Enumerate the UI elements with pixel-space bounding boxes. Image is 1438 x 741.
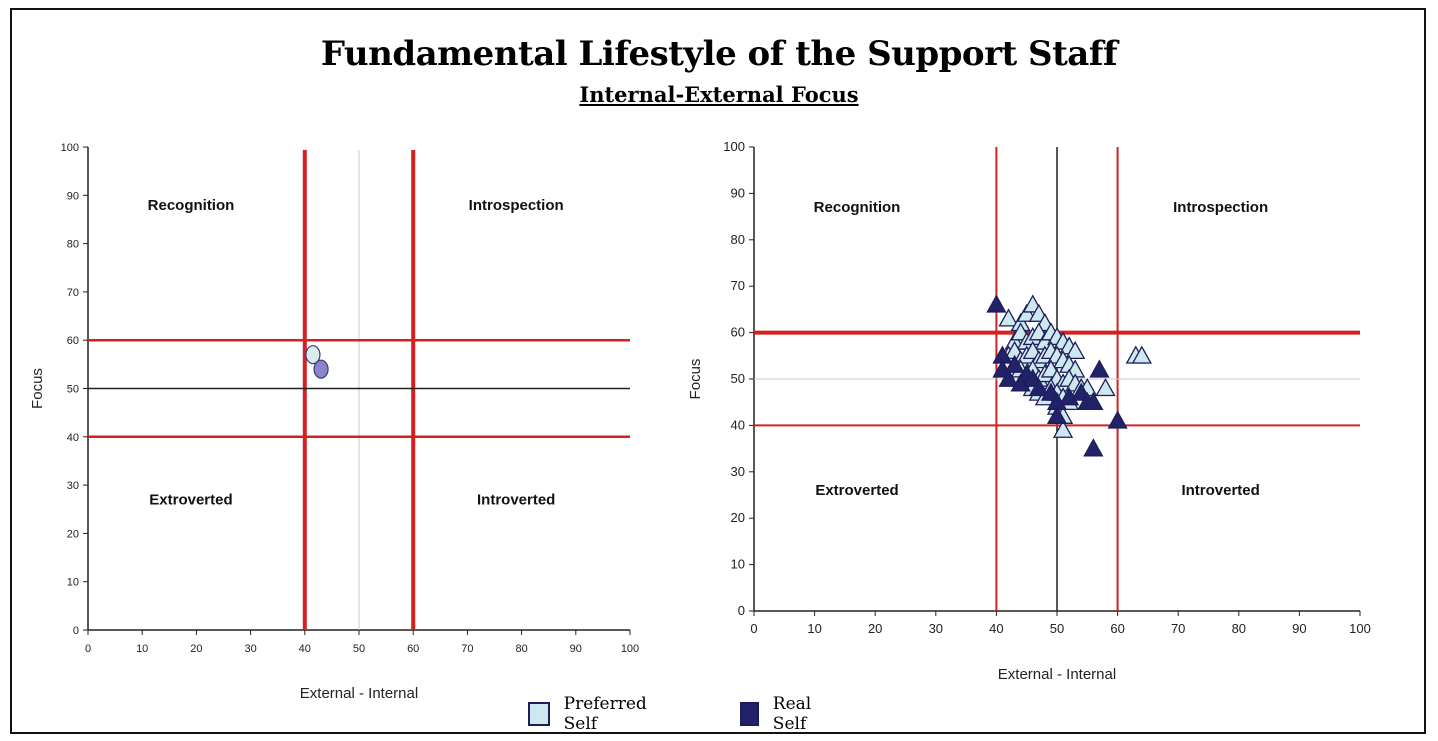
- chart-frame: [10, 8, 1426, 734]
- data-point-preferred-self: [305, 345, 321, 365]
- legend-item-real-self: Real Self: [740, 694, 820, 734]
- data-point-preferred-self: [1052, 419, 1074, 438]
- data-point-real-self: [1083, 438, 1104, 457]
- data-point-preferred-self: [998, 308, 1019, 327]
- y-tick-label: 80: [67, 239, 79, 251]
- y-tick-label: 0: [73, 625, 79, 637]
- y-tick-label: 40: [67, 432, 79, 444]
- legend-label-real-self: Real Self: [772, 694, 812, 734]
- y-tick-label: 10: [731, 557, 745, 572]
- x-tick-label: 90: [570, 643, 582, 655]
- x-tick-label: 40: [989, 621, 1003, 636]
- x-tick-label: 0: [750, 621, 757, 636]
- quadrant-label-top-left: Recognition: [148, 197, 235, 214]
- x-tick-label: 50: [353, 643, 365, 655]
- x-tick-label: 80: [1232, 621, 1246, 636]
- data-point-real-self: [1083, 391, 1104, 411]
- x-tick-label: 70: [1171, 621, 1185, 636]
- x-tick-label: 20: [190, 643, 202, 655]
- y-tick-label: 100: [61, 142, 79, 154]
- data-point-real-self: [1107, 410, 1128, 429]
- y-axis-title: Focus: [687, 359, 704, 400]
- y-axis-title: Focus: [29, 368, 46, 409]
- chart-title: Fundamental Lifestyle of the Support Sta…: [320, 34, 1118, 74]
- data-point-real-self: [1004, 354, 1025, 373]
- x-tick-label: 0: [85, 643, 91, 655]
- y-tick-label: 20: [67, 528, 79, 540]
- data-point-preferred-self: [1095, 377, 1116, 397]
- x-axis-title: External - Internal: [998, 666, 1116, 683]
- x-axis-title: External - Internal: [300, 685, 418, 702]
- x-tick-label: 70: [461, 643, 473, 655]
- legend-swatch-real-self: [740, 702, 759, 726]
- data-point-real-self: [986, 294, 1007, 313]
- x-tick-label: 50: [1050, 621, 1064, 636]
- data-point-preferred-self: [1131, 345, 1152, 364]
- quadrant-label-top-right: Introspection: [1173, 199, 1268, 216]
- data-point-real-self: [998, 368, 1019, 387]
- quadrant-label-bottom-right: Introverted: [477, 491, 555, 508]
- x-tick-label: 100: [621, 643, 639, 655]
- data-point-real-self: [1089, 359, 1110, 378]
- x-tick-label: 100: [1349, 621, 1371, 636]
- y-tick-label: 60: [67, 335, 79, 347]
- x-tick-label: 80: [515, 643, 527, 655]
- y-tick-label: 70: [731, 278, 745, 293]
- y-tick-label: 20: [731, 510, 745, 525]
- quadrant-label-bottom-left: Extroverted: [149, 491, 232, 508]
- x-tick-label: 10: [807, 621, 821, 636]
- y-tick-label: 90: [67, 190, 79, 202]
- y-tick-label: 70: [67, 287, 79, 299]
- y-tick-label: 100: [723, 139, 745, 154]
- y-tick-label: 10: [67, 577, 79, 589]
- data-point-real-self: [313, 359, 329, 379]
- legend-swatch-preferred-self: [528, 702, 550, 726]
- x-tick-label: 40: [299, 643, 311, 655]
- x-tick-label: 60: [407, 643, 419, 655]
- y-tick-label: 30: [731, 464, 745, 479]
- quadrant-label-bottom-left: Extroverted: [815, 482, 898, 499]
- y-tick-label: 50: [731, 371, 745, 386]
- x-tick-label: 20: [868, 621, 882, 636]
- y-tick-label: 80: [731, 232, 745, 247]
- x-tick-label: 30: [244, 643, 256, 655]
- data-point-real-self: [1028, 377, 1049, 397]
- data-point-preferred-self: [1016, 303, 1037, 322]
- data-point-real-self: [1046, 405, 1068, 424]
- quadrant-label-bottom-right: Introverted: [1181, 482, 1259, 499]
- x-tick-label: 30: [929, 621, 943, 636]
- quadrant-label-top-left: Recognition: [814, 199, 901, 216]
- x-tick-label: 10: [136, 643, 148, 655]
- quadrant-label-top-right: Introspection: [469, 197, 564, 214]
- y-tick-label: 30: [67, 480, 79, 492]
- y-tick-label: 40: [731, 417, 745, 432]
- legend-label-preferred-self: Preferred Self: [563, 694, 647, 734]
- chart-subtitle: Internal-External Focus: [579, 82, 859, 107]
- legend-item-preferred-self: Preferred Self: [528, 694, 653, 734]
- y-tick-label: 90: [731, 185, 745, 200]
- y-tick-label: 0: [738, 603, 745, 618]
- x-tick-label: 90: [1292, 621, 1306, 636]
- data-point-preferred-self: [1065, 340, 1086, 360]
- y-tick-label: 60: [731, 325, 745, 340]
- y-tick-label: 50: [67, 384, 79, 396]
- x-tick-label: 60: [1110, 621, 1124, 636]
